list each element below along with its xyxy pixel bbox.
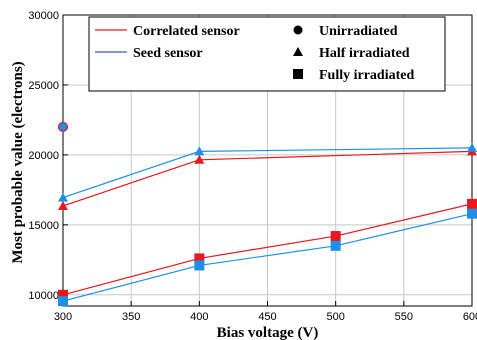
y-tick-label: 25000 <box>28 80 59 92</box>
x-tick-label: 600 <box>463 311 477 323</box>
data-point <box>58 193 68 202</box>
legend-label: Seed sensor <box>133 46 203 61</box>
y-tick-label: 15000 <box>28 220 59 232</box>
series-1 <box>59 122 68 131</box>
x-tick-label: 450 <box>258 311 276 323</box>
data-point <box>331 241 341 251</box>
data-point <box>58 201 68 210</box>
x-tick-label: 500 <box>326 311 344 323</box>
y-tick-label: 20000 <box>28 150 59 162</box>
data-point <box>59 122 68 131</box>
legend-label: Half irradiated <box>319 46 410 61</box>
legend-marker-swatch <box>293 69 303 79</box>
data-point <box>331 231 341 241</box>
legend-label: Fully irradiated <box>319 68 414 83</box>
data-point <box>467 199 477 209</box>
y-tick-label: 30000 <box>28 10 59 22</box>
data-point <box>58 296 68 306</box>
legend-label: Correlated sensor <box>133 24 240 39</box>
data-point <box>194 260 204 270</box>
data-point <box>467 209 477 219</box>
legend-marker-swatch <box>294 26 303 35</box>
x-tick-label: 400 <box>190 311 208 323</box>
x-tick-label: 350 <box>122 311 140 323</box>
x-axis-title: Bias voltage (V) <box>217 325 319 340</box>
x-tick-label: 550 <box>395 311 413 323</box>
legend: Correlated sensor Seed sensor Unirradiated… <box>89 17 445 91</box>
legend-label: Unirradiated <box>319 24 398 39</box>
y-axis-title: Most probable value (electrons) <box>10 61 26 263</box>
y-tick-label: 10000 <box>28 290 59 302</box>
x-tick-label: 300 <box>54 311 72 323</box>
